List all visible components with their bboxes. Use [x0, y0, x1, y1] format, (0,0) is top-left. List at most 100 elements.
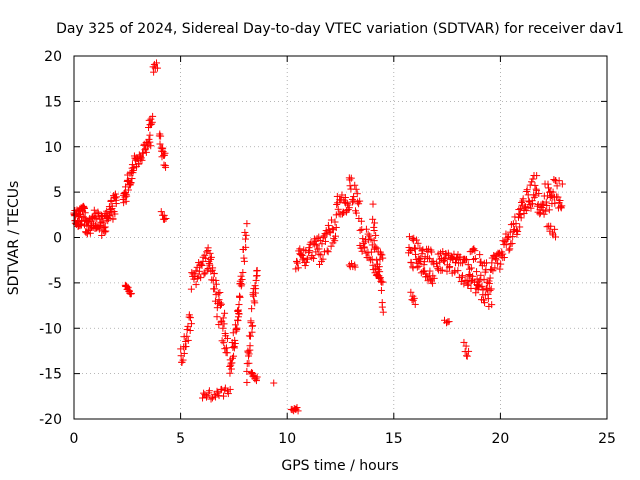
- data-point: [247, 319, 255, 327]
- y-tick-label: 10: [44, 140, 62, 156]
- data-point: [293, 257, 301, 265]
- data-point: [458, 273, 466, 281]
- data-point: [112, 193, 120, 201]
- data-point: [216, 301, 224, 309]
- data-point: [231, 321, 239, 329]
- data-point: [197, 274, 205, 282]
- data-point: [407, 288, 415, 296]
- data-point: [556, 196, 564, 204]
- data-point: [226, 369, 234, 377]
- data-point: [516, 223, 524, 231]
- data-point: [323, 247, 331, 255]
- data-point: [111, 210, 119, 218]
- data-point: [231, 336, 239, 344]
- data-point: [187, 320, 195, 328]
- data-point: [211, 285, 219, 293]
- data-point: [311, 240, 319, 248]
- data-point: [219, 324, 227, 332]
- data-point: [148, 120, 156, 128]
- data-point: [356, 197, 364, 205]
- data-point: [367, 235, 375, 243]
- data-point: [515, 206, 523, 214]
- data-point: [426, 267, 434, 275]
- data-point: [192, 267, 200, 275]
- data-point: [249, 322, 257, 330]
- data-point: [157, 132, 165, 140]
- data-point: [371, 219, 379, 227]
- data-point: [347, 174, 355, 182]
- data-point: [299, 254, 307, 262]
- data-point: [99, 219, 107, 227]
- data-point: [251, 299, 259, 307]
- data-point: [409, 264, 417, 272]
- axis-layer: 0 5 10 15 20 25 -20 -15 -10 -5 0 5 10 15 20: [39, 49, 616, 447]
- data-point: [76, 222, 84, 230]
- data-point: [478, 282, 486, 290]
- data-point: [533, 172, 541, 180]
- data-point: [481, 299, 489, 307]
- data-point: [469, 272, 477, 280]
- data-point: [209, 264, 217, 272]
- data-point: [551, 199, 559, 207]
- data-point: [243, 378, 251, 386]
- data-point: [230, 344, 238, 352]
- data-point: [523, 186, 531, 194]
- data-point: [212, 280, 220, 288]
- x-axis-label: GPS time / hours: [281, 458, 398, 474]
- data-point: [462, 256, 470, 264]
- data-point: [370, 226, 378, 234]
- data-point: [333, 200, 341, 208]
- data-point: [240, 254, 248, 262]
- data-point: [294, 407, 302, 415]
- data-point: [101, 223, 109, 231]
- data-point: [226, 385, 234, 393]
- data-point: [161, 215, 169, 223]
- data-point: [222, 344, 230, 352]
- data-point: [315, 250, 323, 258]
- data-point: [245, 350, 253, 358]
- data-point: [218, 385, 226, 393]
- data-point: [351, 263, 359, 271]
- data-point: [321, 237, 329, 245]
- data-point: [250, 297, 258, 305]
- data-point: [555, 177, 563, 185]
- data-point: [500, 253, 508, 261]
- data-point: [519, 195, 527, 203]
- data-point: [235, 301, 243, 309]
- data-point: [522, 207, 530, 215]
- data-point: [497, 260, 505, 268]
- data-point: [547, 222, 555, 230]
- data-point: [142, 148, 150, 156]
- y-tick-label: -10: [39, 321, 62, 337]
- data-point: [460, 338, 468, 346]
- data-point: [545, 206, 553, 214]
- x-tick-label: 20: [491, 431, 509, 447]
- data-point: [91, 214, 99, 222]
- data-point: [527, 204, 535, 212]
- data-point: [484, 295, 492, 303]
- data-point: [210, 270, 218, 278]
- data-point: [517, 214, 525, 222]
- data-point: [343, 199, 351, 207]
- data-point: [137, 153, 145, 161]
- data-point: [183, 332, 191, 340]
- chart-title: Day 325 of 2024, Sidereal Day-to-day VTE…: [56, 21, 624, 37]
- data-point: [245, 359, 253, 367]
- data-point: [494, 259, 502, 267]
- data-point: [449, 254, 457, 262]
- data-point: [353, 190, 361, 198]
- data-point: [146, 131, 154, 139]
- data-point: [487, 265, 495, 273]
- data-point: [464, 261, 472, 269]
- data-point: [374, 248, 382, 256]
- data-point: [182, 342, 190, 350]
- data-point: [144, 143, 152, 151]
- data-point: [305, 244, 313, 252]
- data-point: [121, 183, 129, 191]
- data-point: [332, 223, 340, 231]
- data-point: [557, 203, 565, 211]
- data-point: [430, 274, 438, 282]
- data-point: [208, 394, 216, 402]
- data-point: [220, 339, 228, 347]
- data-point: [475, 281, 483, 289]
